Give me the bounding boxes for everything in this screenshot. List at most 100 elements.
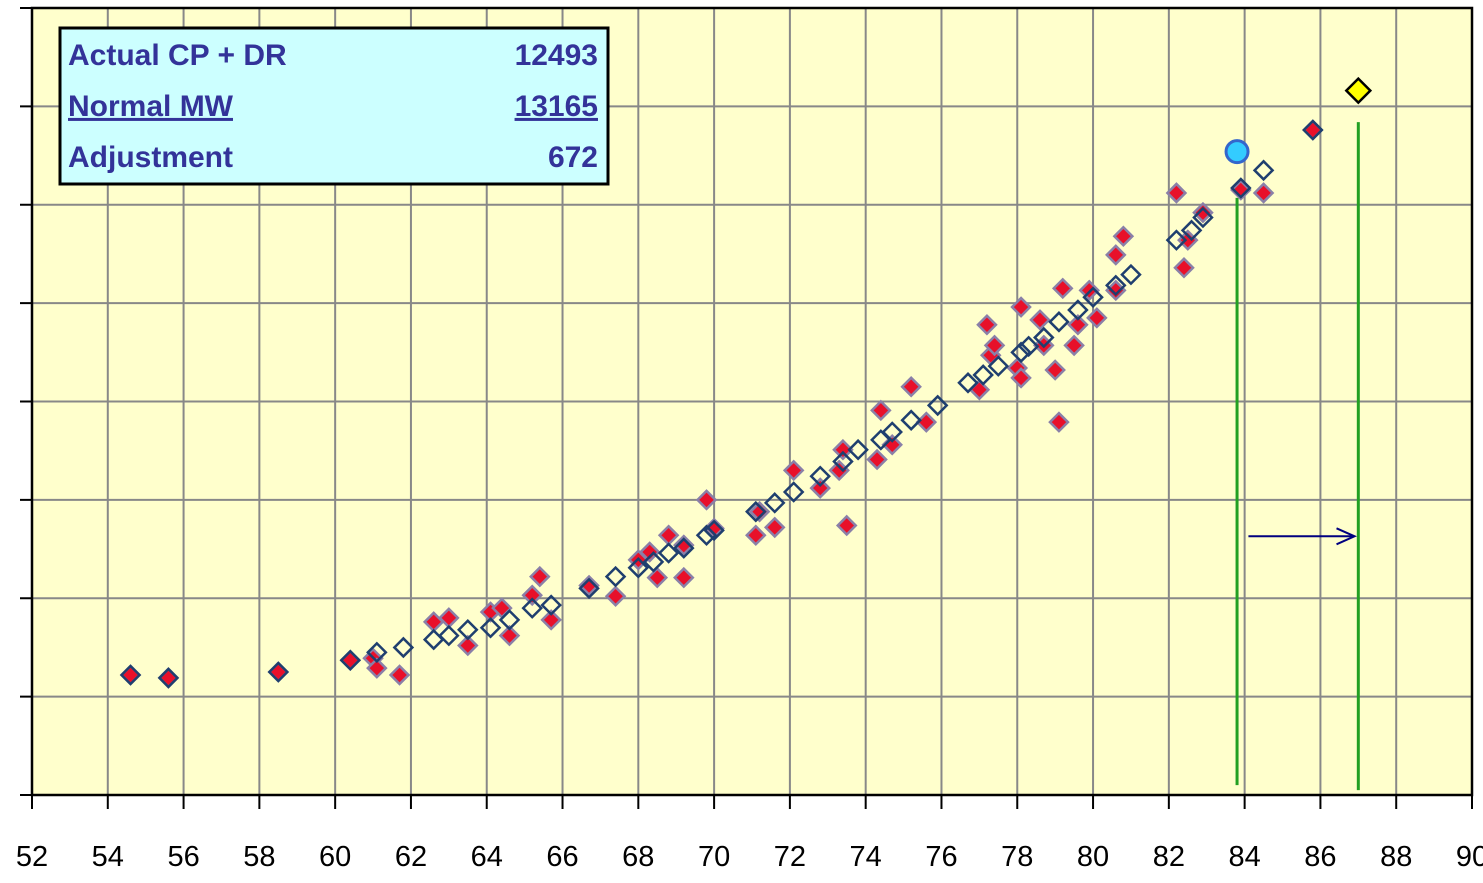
point (957, 372, 979, 394)
point (1082, 286, 1104, 308)
point (642, 551, 665, 573)
point (1230, 177, 1252, 199)
point (1192, 201, 1214, 224)
x-tick-label: 88 (1380, 841, 1412, 873)
point (1010, 296, 1032, 318)
x-tick-label: 74 (850, 841, 882, 873)
point (339, 649, 362, 671)
point (972, 364, 994, 386)
point (1067, 299, 1089, 321)
point (1048, 411, 1070, 433)
point (673, 534, 695, 556)
point (1165, 229, 1188, 251)
point (832, 450, 854, 473)
point (832, 438, 854, 461)
point (498, 624, 521, 647)
point (881, 421, 903, 443)
x-tick-label: 56 (167, 841, 199, 873)
point (782, 459, 805, 482)
info-label: Adjustment (68, 141, 233, 174)
x-tick-label: 52 (16, 841, 48, 873)
point (900, 375, 922, 398)
point (1192, 206, 1214, 229)
highlight-point (1224, 139, 1250, 165)
point (157, 667, 180, 689)
point (646, 566, 669, 589)
point (987, 355, 1010, 377)
point (703, 519, 725, 542)
x-tick-label: 70 (698, 841, 730, 873)
point (748, 500, 771, 523)
point (1010, 367, 1032, 389)
point (521, 584, 543, 607)
point (498, 609, 521, 631)
x-tick-label: 80 (1077, 841, 1109, 873)
x-tick-label: 62 (395, 841, 427, 873)
x-tick-label: 82 (1153, 841, 1185, 873)
point (782, 481, 805, 503)
point (1112, 225, 1135, 247)
point (1302, 119, 1324, 141)
point (366, 657, 388, 679)
point (1033, 326, 1055, 349)
x-tick-label: 86 (1304, 841, 1336, 873)
point (695, 524, 718, 547)
point (388, 664, 411, 686)
info-box-frame (58, 26, 610, 186)
point (1067, 313, 1089, 336)
point (119, 664, 142, 686)
point (479, 616, 502, 639)
x-tick-label: 58 (243, 841, 275, 873)
point (657, 542, 680, 564)
point (1165, 182, 1188, 204)
x-tick-label: 90 (1456, 841, 1483, 873)
point (847, 438, 869, 461)
point (457, 618, 479, 641)
point (1120, 263, 1142, 286)
x-tick-label: 68 (622, 841, 654, 873)
x-tick-label: 76 (925, 841, 957, 873)
marks (119, 76, 1373, 791)
point (976, 313, 998, 336)
point (1173, 256, 1195, 279)
point (1105, 244, 1127, 266)
point (521, 597, 543, 619)
point (1252, 159, 1275, 182)
point (1230, 179, 1252, 201)
x-tick-label: 78 (1001, 841, 1033, 873)
info-value: 13165 (515, 90, 598, 123)
info-value: 12493 (515, 39, 598, 72)
point (1105, 274, 1127, 297)
arrow-head (1336, 527, 1357, 546)
x-tick-label: 60 (319, 841, 351, 873)
point (673, 537, 695, 559)
point (627, 556, 650, 579)
point (835, 514, 858, 537)
point (900, 409, 922, 431)
point (578, 574, 600, 597)
point (604, 565, 627, 588)
point (866, 448, 888, 471)
point (529, 565, 551, 588)
point (745, 524, 767, 547)
x-tick-label: 66 (546, 841, 578, 873)
point (695, 489, 718, 511)
x-tick-label: 84 (1228, 841, 1260, 873)
point (540, 594, 562, 616)
point (1051, 277, 1074, 300)
point (926, 394, 949, 417)
point (457, 634, 479, 657)
info-value: 672 (548, 141, 598, 174)
point (763, 492, 786, 514)
point (1017, 335, 1040, 358)
x-tick-label: 64 (471, 841, 503, 873)
point (366, 641, 388, 664)
point (809, 465, 831, 488)
point (604, 585, 627, 608)
plot-border (30, 6, 1474, 797)
point (1063, 334, 1085, 357)
point (267, 661, 290, 683)
point (1029, 309, 1051, 331)
info-box: Actual CP + DR 12493 Normal MW 13165 Adjustm… (58, 26, 610, 186)
